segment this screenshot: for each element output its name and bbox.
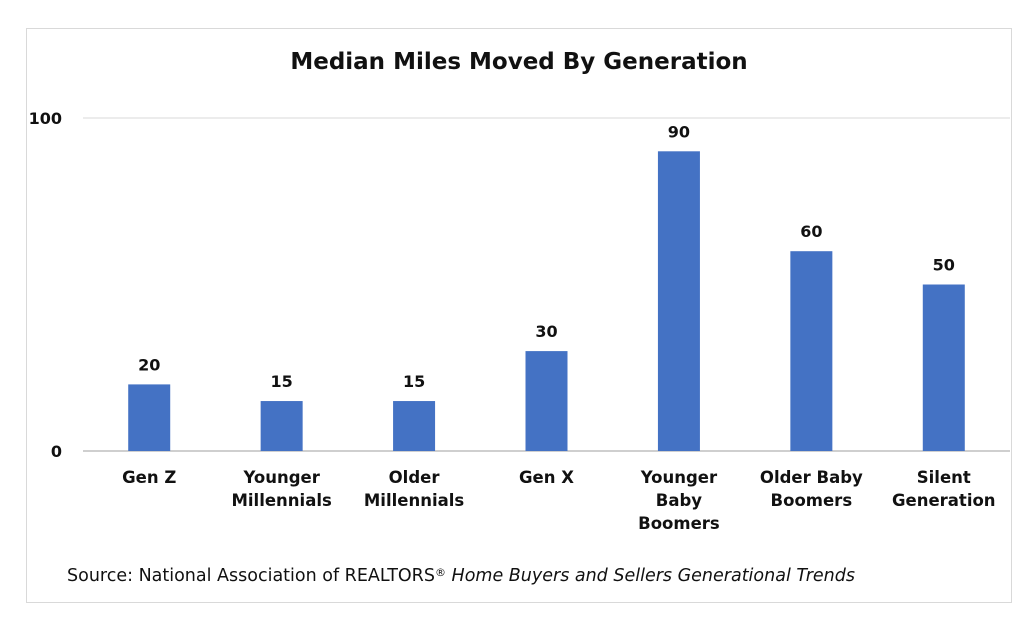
labels-layer: 20 Gen Z 15 Younger Millennials 15 Older Millen…: [122, 122, 995, 533]
x-tick-label: Younger Baby Boomers: [638, 468, 720, 533]
bar: [657, 151, 700, 452]
bar: [260, 401, 303, 451]
x-tick-label: Younger Millennials: [231, 468, 332, 510]
data-label: 15: [271, 372, 293, 391]
x-tick-label: Gen Z: [122, 468, 176, 487]
data-label: 60: [800, 222, 822, 241]
registered-mark: ®: [434, 566, 446, 579]
grid-layer: 0 100: [29, 109, 1010, 461]
data-label: 20: [138, 355, 160, 374]
bar: [393, 401, 436, 451]
bar: [790, 251, 833, 451]
source-publication: Home Buyers and Sellers Generational Tre…: [451, 566, 855, 586]
x-tick-label: Gen X: [519, 468, 574, 487]
x-tick-label: Older Baby Boomers: [760, 468, 863, 510]
chart-frame: [26, 28, 1012, 603]
source-note: Source: National Association of REALTORS…: [67, 566, 855, 586]
data-label: 50: [933, 256, 955, 275]
data-label: 30: [535, 322, 557, 341]
bar: [128, 384, 171, 451]
bars-layer: [128, 151, 965, 452]
data-label: 15: [403, 372, 425, 391]
chart-title: Median Miles Moved By Generation: [290, 49, 747, 75]
x-tick-label: Silent Generation: [892, 468, 996, 510]
x-tick-label: Older Millennials: [364, 468, 465, 510]
data-label: 90: [668, 122, 690, 141]
bar: [922, 284, 965, 451]
bar: [525, 351, 568, 451]
y-tick-label: 0: [51, 442, 62, 461]
source-prefix: Source: National Association of REALTORS: [67, 566, 435, 586]
y-tick-label: 100: [29, 109, 62, 128]
